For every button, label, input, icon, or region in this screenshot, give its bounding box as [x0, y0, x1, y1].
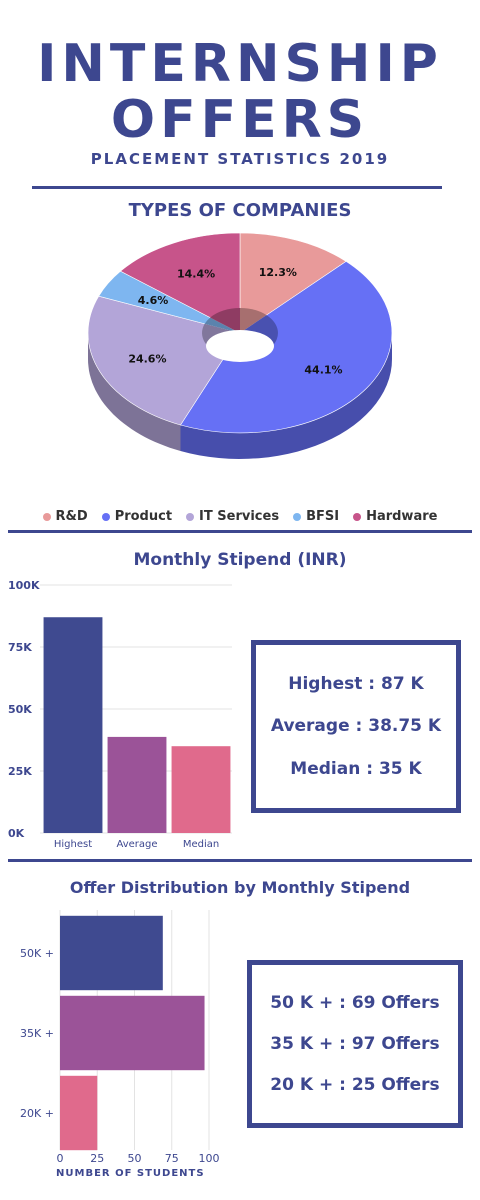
legend-dot-icon: [101, 512, 110, 521]
offers-bar-0: [60, 915, 163, 991]
offers-bar-2: [60, 1075, 98, 1151]
page-title-line2: OFFERS: [110, 90, 370, 150]
legend-label-bfsi: BFSI: [306, 509, 340, 524]
stipend-ytick-label: 25K: [8, 765, 32, 778]
legend-item-hardware: Hardware: [353, 509, 437, 524]
offers-35k: 35 K + : 97 Offers: [270, 1033, 440, 1054]
pie-slice-2: [87, 295, 241, 426]
legend-label-rnd: R&D: [55, 509, 88, 524]
offers-ytick-label: 50K +: [20, 947, 54, 960]
stipend-xtick-label: Median: [183, 839, 219, 850]
pie-legend: R&D Product IT Services BFSI Hardware: [0, 509, 480, 524]
pie-title: TYPES OF COMPANIES: [128, 200, 352, 221]
stipend-summary-box: Highest : 87 K Average : 38.75 K Median …: [251, 640, 461, 813]
legend-label-product: Product: [114, 509, 173, 524]
offers-bar-chart: 0 25 50 75 100 50K + 35K + 20K + NUMBER OF STUDE…: [20, 910, 220, 1179]
stipend-highest: Highest : 87 K: [288, 674, 424, 695]
pie-hole-wall-0: [240, 308, 267, 333]
page-subtitle: PLACEMENT STATISTICS 2019: [90, 150, 390, 168]
stipend-ytick-label: 100K: [8, 579, 40, 592]
stipend-title: Monthly Stipend (INR): [133, 550, 347, 570]
offers-xtick-label: 50: [128, 1152, 142, 1165]
pie-hole-wall-3: [204, 317, 240, 333]
legend-item-product: Product: [101, 509, 173, 524]
pie-slice-side-2: [88, 333, 181, 451]
offers-ytick-label: 20K +: [20, 1107, 54, 1120]
offers-bar-1: [60, 995, 205, 1071]
header-divider: [32, 186, 442, 189]
offers-ytick-label: 35K +: [20, 1027, 54, 1040]
stipend-xtick-label: Average: [116, 839, 157, 850]
offers-xlabel: NUMBER OF STUDENTS: [56, 1168, 205, 1179]
pie-value-label-0: 12.3%: [259, 266, 297, 279]
offers-xtick-label: 0: [57, 1152, 64, 1165]
stipend-bar-highest: [43, 617, 103, 833]
stipend-median: Median : 35 K: [290, 758, 422, 779]
stipend-bar-median: [171, 746, 231, 833]
offers-50k: 50 K + : 69 Offers: [270, 993, 440, 1014]
pie-chart: 12.3% 44.1% 24.6% 4.6% 14.4%: [87, 232, 393, 459]
legend-dot-icon: [353, 512, 362, 521]
pie-hole-wall-4: [210, 308, 240, 333]
pie-slice-0: [239, 232, 347, 334]
section-divider-1: [8, 530, 472, 533]
section-divider-2: [8, 859, 472, 862]
legend-dot-icon: [42, 512, 51, 521]
pie-value-label-1: 44.1%: [304, 364, 342, 377]
stipend-xtick-label: Highest: [54, 839, 92, 850]
legend-dot-icon: [186, 512, 195, 521]
stipend-bar-average: [107, 736, 167, 833]
page-title-line1: INTERNSHIP: [37, 34, 443, 94]
pie-value-label-4: 14.4%: [177, 268, 215, 281]
pie-value-label-2: 24.6%: [128, 352, 166, 365]
pie-slice-4: [119, 232, 241, 334]
stipend-bar-chart: 0K 25K 50K 75K 100K Highest Average Median: [8, 579, 232, 850]
offers-xtick-label: 75: [165, 1152, 179, 1165]
offers-20k: 20 K + : 25 Offers: [270, 1074, 440, 1095]
pie-hole: [206, 330, 274, 362]
pie-slice-1: [180, 261, 393, 434]
legend-item-it-services: IT Services: [186, 509, 279, 524]
offers-xtick-label: 100: [199, 1152, 220, 1165]
stipend-ytick-label: 0K: [8, 827, 25, 840]
legend-item-rnd: R&D: [42, 509, 88, 524]
offers-xtick-label: 25: [90, 1152, 104, 1165]
pie-value-label-3: 4.6%: [138, 294, 169, 307]
legend-item-bfsi: BFSI: [293, 509, 339, 524]
stipend-ytick-label: 50K: [8, 703, 32, 716]
offers-summary-box: 50 K + : 69 Offers 35 K + : 97 Offers 20…: [247, 960, 463, 1128]
offers-title: Offer Distribution by Monthly Stipend: [69, 878, 411, 897]
pie-slice-side-1: [180, 333, 392, 459]
stipend-average: Average : 38.75 K: [270, 716, 442, 737]
legend-label-it-services: IT Services: [199, 509, 280, 524]
stipend-ytick-label: 75K: [8, 641, 32, 654]
legend-label-hardware: Hardware: [366, 509, 438, 524]
legend-dot-icon: [293, 512, 302, 521]
